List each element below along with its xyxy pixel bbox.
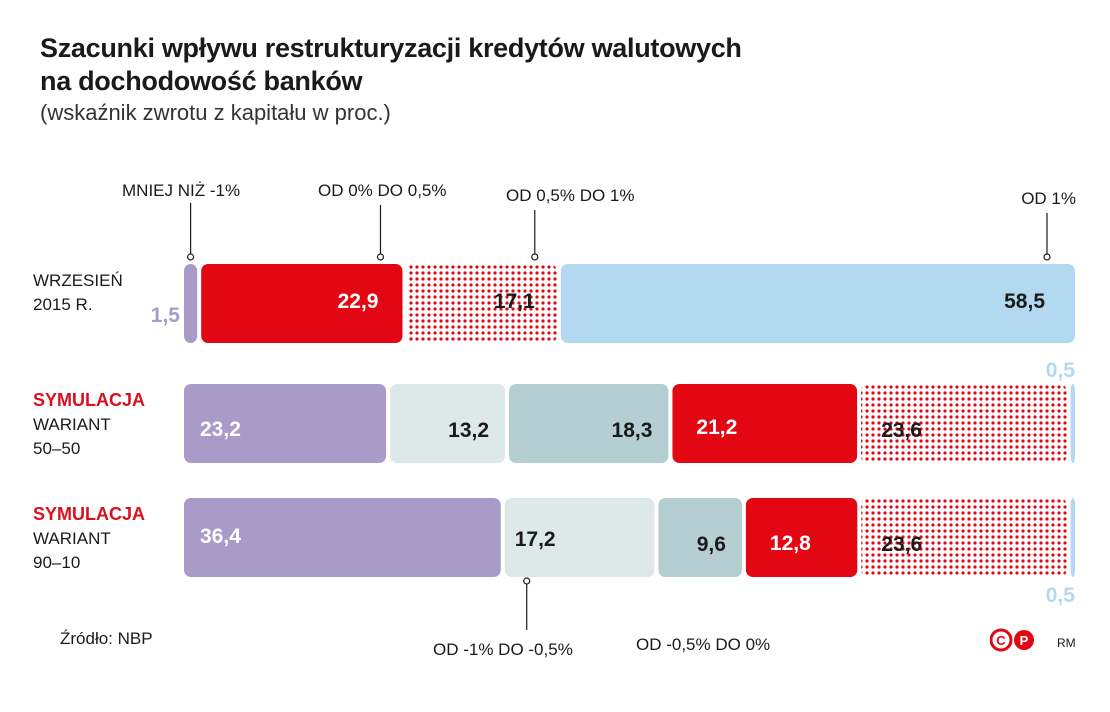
logo-letter-p: P: [1020, 633, 1029, 648]
bar-segment-lt_minus1: [184, 498, 501, 577]
value-label-0_05: 22,9: [338, 290, 379, 313]
value-label-gt1: 0,5: [1046, 584, 1076, 607]
legend-lt-minus1: MNIEJ NIŻ -1%: [122, 181, 240, 261]
chart-title-line1: Szacunki wpływu restrukturyzacji kredytó…: [40, 33, 742, 63]
value-label-gt1: 0,5: [1046, 359, 1076, 382]
value-label-0_05: 21,2: [696, 416, 737, 439]
bar-row-2: SYMULACJA WARIANT 90–10 36,4 17,2 9,6 12,8 23,6…: [33, 498, 1075, 607]
value-label-lt_minus1: 23,2: [200, 418, 241, 441]
bar-rows: WRZESIEŃ 2015 R. 1,5 22,9 17,1 58,5 SYMULACJA W…: [33, 264, 1075, 607]
bar-segment-gt1: [560, 264, 1075, 343]
legend-05-1-label: OD 0,5% DO 1%: [506, 186, 635, 205]
row-highlight-label: SYMULACJA: [33, 504, 145, 524]
row-label-line: WARIANT: [33, 529, 111, 548]
publisher-logo: C P: [990, 628, 1034, 652]
value-label-m1_m05: 13,2: [448, 419, 489, 442]
legend-m05-0-label: OD -0,5% DO 0%: [636, 635, 770, 654]
legend-callouts: MNIEJ NIŻ -1% OD 0% DO 0,5% OD 0,5% DO 1% O…: [122, 181, 1076, 659]
bar-segment-0_05: [672, 384, 858, 463]
legend-gt1: OD 1%: [1021, 189, 1076, 261]
bar-segment-0_05: [201, 264, 403, 343]
row-label-line: 50–50: [33, 439, 80, 458]
bar-segment-05_1: [406, 264, 557, 343]
source-note: Źródło: NBP: [60, 629, 153, 648]
value-label-gt1: 58,5: [1004, 290, 1045, 313]
value-label-m05_0: 9,6: [697, 533, 726, 556]
bar-segment-lt_minus1: [184, 384, 387, 463]
value-label-lt_minus1: 36,4: [200, 525, 241, 548]
bar-segment-m1_m05: [390, 384, 506, 463]
legend-m1-m05-label: OD -1% DO -0,5%: [433, 640, 573, 659]
value-label-05_1: 17,1: [494, 290, 535, 313]
bar-segment-0_05: [745, 498, 858, 577]
row-label-line: 2015 R.: [33, 295, 93, 314]
bar-segment-lt_minus1: [184, 264, 198, 343]
chart-subtitle: (wskaźnik zwrotu z kapitału w proc.): [40, 100, 391, 125]
value-label-m1_m05: 17,2: [515, 528, 556, 551]
value-label-m05_0: 18,3: [612, 419, 653, 442]
value-label-lt_minus1: 1,5: [151, 304, 181, 327]
bar-segment-m05_0: [509, 384, 669, 463]
legend-0-05: OD 0% DO 0,5%: [318, 181, 447, 261]
bar-segment-gt1: [1070, 498, 1075, 577]
legend-0-05-label: OD 0% DO 0,5%: [318, 181, 447, 200]
legend-gt1-label: OD 1%: [1021, 189, 1076, 208]
legend-05-1: OD 0,5% DO 1%: [506, 186, 635, 261]
chart-title: Szacunki wpływu restrukturyzacji kredytó…: [40, 32, 742, 98]
legend-m1-m05: OD -1% DO -0,5%: [433, 577, 573, 659]
value-label-0_05: 12,8: [770, 532, 811, 555]
bar-row-1: SYMULACJA WARIANT 50–50 23,2 13,2 18,3 21,2 23,…: [33, 359, 1075, 463]
bar-row-0: WRZESIEŃ 2015 R. 1,5 22,9 17,1 58,5: [33, 264, 1075, 343]
bar-segment-05_1: [861, 498, 1067, 577]
row-label-line: WARIANT: [33, 415, 111, 434]
row-label-line: WRZESIEŃ: [33, 271, 123, 290]
author-initials: RM: [1057, 636, 1076, 650]
legend-lt-minus1-label: MNIEJ NIŻ -1%: [122, 181, 240, 200]
row-label-line: 90–10: [33, 553, 80, 572]
logo-letter-c: C: [996, 633, 1006, 648]
chart-title-line2: na dochodowość banków: [40, 66, 363, 96]
value-label-05_1: 23,6: [881, 419, 922, 442]
bar-segment-m05_0: [658, 498, 742, 577]
bar-segment-05_1: [861, 384, 1067, 463]
bar-segment-gt1: [1070, 384, 1075, 463]
bar-segment-m1_m05: [504, 498, 655, 577]
row-highlight-label: SYMULACJA: [33, 390, 145, 410]
legend-m05-0: OD -0,5% DO 0%: [636, 635, 770, 654]
value-label-05_1: 23,6: [881, 533, 922, 556]
